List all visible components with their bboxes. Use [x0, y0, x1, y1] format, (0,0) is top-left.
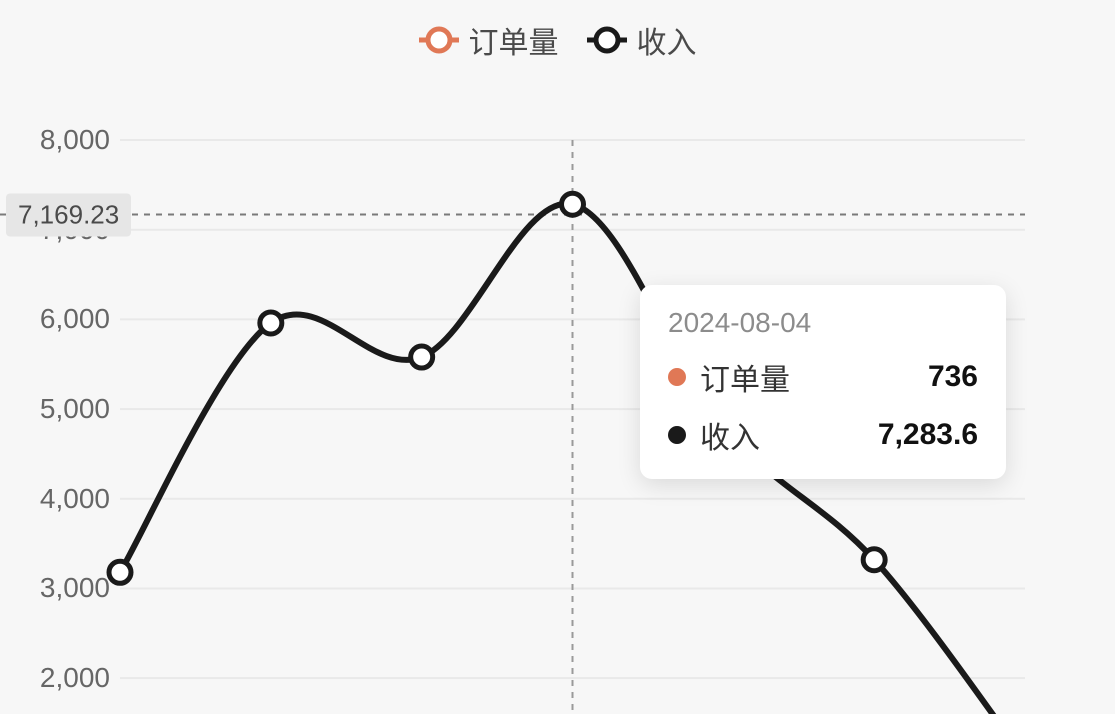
tooltip-label-orders: 订单量	[700, 355, 790, 399]
tooltip-value-orders: 736	[928, 360, 978, 394]
y-tick-label: 5,000	[40, 393, 110, 425]
y-tick-label: 2,000	[40, 662, 110, 694]
y-tick-label: 8,000	[40, 124, 110, 156]
y-tick-label: 4,000	[40, 483, 110, 515]
tooltip-label-revenue: 收入	[700, 413, 760, 457]
chart-root: 订单量 收入 2,0003,0004,0005,0006,0007,0008,0…	[0, 0, 1115, 714]
legend-marker-orders-icon	[419, 26, 459, 54]
y-annotation-badge: 7,169.23	[6, 193, 131, 236]
legend-item-revenue[interactable]: 收入	[587, 18, 697, 62]
tooltip-value-revenue: 7,283.6	[878, 418, 978, 452]
legend-item-orders[interactable]: 订单量	[419, 18, 559, 62]
legend-label-orders: 订单量	[469, 18, 559, 62]
tooltip-dot-orders-icon	[668, 368, 686, 386]
legend: 订单量 收入	[0, 18, 1115, 62]
tooltip-dot-revenue-icon	[668, 426, 686, 444]
tooltip-row-revenue: 收入 7,283.6	[668, 413, 978, 457]
tooltip-date: 2024-08-04	[668, 307, 978, 339]
tooltip: 2024-08-04 订单量 736 收入 7,283.6	[640, 285, 1006, 479]
y-tick-label: 3,000	[40, 572, 110, 604]
legend-label-revenue: 收入	[637, 18, 697, 62]
tooltip-row-orders: 订单量 736	[668, 355, 978, 399]
legend-marker-revenue-icon	[587, 26, 627, 54]
y-tick-label: 6,000	[40, 303, 110, 335]
